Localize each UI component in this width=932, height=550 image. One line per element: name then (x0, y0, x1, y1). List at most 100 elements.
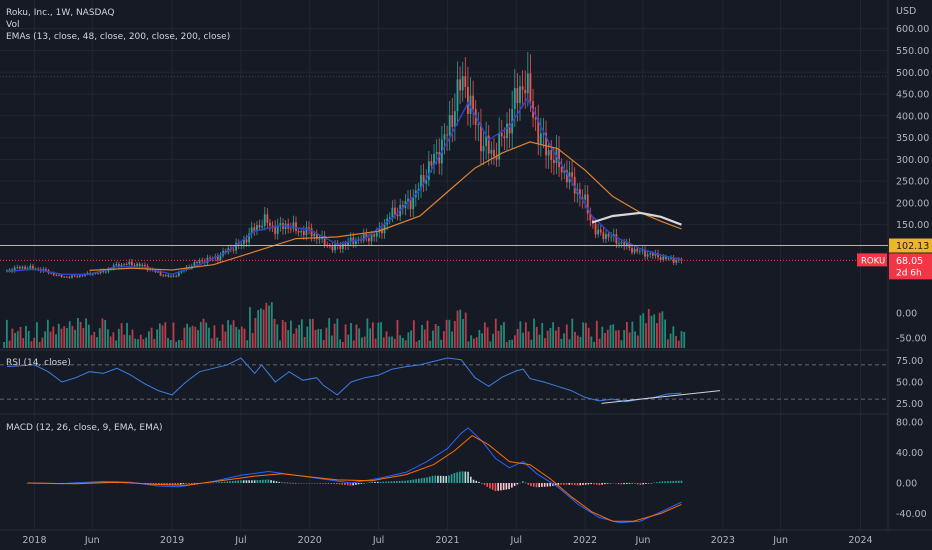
macd-histogram-bar (470, 476, 472, 483)
volume-bar (388, 336, 391, 348)
macd-pane[interactable] (26, 427, 683, 524)
macd-histogram-bar (431, 475, 434, 483)
candle-body (597, 229, 600, 235)
candle-body (388, 217, 391, 219)
candle-body (60, 274, 63, 277)
last-price-label: 68.05 (896, 256, 923, 267)
volume-bar (246, 340, 249, 348)
volume-bar (276, 324, 279, 348)
price-pane[interactable] (0, 51, 888, 279)
volume-bar (131, 329, 134, 348)
candle-body (258, 225, 261, 228)
volume-bar (571, 318, 574, 348)
volume-bar (352, 340, 355, 348)
volume-bar (402, 338, 404, 348)
time-axis[interactable]: 2018 Jun 2019 Jul 2020 Jul 2021 Jul 2022 Jun 2023 J… (22, 535, 872, 546)
candle-body (37, 268, 40, 270)
volume-bar (300, 319, 303, 348)
candle-body (52, 272, 55, 276)
volume-bar (259, 308, 262, 348)
candle-body (331, 246, 334, 251)
macd-histogram-bar (590, 482, 592, 485)
volume-bar (565, 324, 568, 348)
time-tick-label: 2024 (848, 535, 872, 546)
macd-histogram-bar (289, 482, 292, 484)
candle-body (104, 271, 107, 273)
macd-tick-label: 0.00 (896, 478, 917, 489)
macd-histogram-bar (171, 482, 174, 485)
candle-body (94, 272, 97, 274)
candle-body (602, 232, 605, 240)
volume-bar (150, 327, 153, 348)
macd-histogram-bar (584, 482, 587, 485)
volume-bar (19, 326, 22, 348)
candle-body (644, 250, 646, 257)
volume-bar (57, 323, 60, 348)
price-axis[interactable]: 600.00 550.00 500.00 450.00 400.00 350.00 300.… (857, 24, 932, 520)
volume-bar (628, 332, 631, 348)
macd-histogram-bar (385, 481, 387, 483)
volume-bar (194, 326, 197, 348)
symbol-label: ROKU (861, 256, 885, 266)
candle-body (649, 253, 652, 255)
volume-bar (527, 331, 530, 348)
volume-bar (104, 319, 107, 348)
macd-histogram-bar (177, 482, 179, 485)
macd-histogram-bar (387, 481, 390, 483)
macd-histogram-bar (193, 482, 196, 484)
volume-bar (415, 341, 418, 348)
macd-histogram-bar (319, 482, 322, 484)
macd-histogram-bar (294, 482, 297, 484)
volume-bar (314, 329, 317, 348)
macd-histogram-bar (264, 479, 267, 483)
rsi-trendline[interactable] (601, 390, 721, 404)
candle-body (657, 253, 659, 258)
macd-histogram-bar (169, 482, 171, 485)
candle-body (519, 86, 521, 104)
volume-bar (456, 310, 459, 348)
candle-body (620, 242, 623, 244)
candle-body (219, 255, 222, 261)
candle-body (310, 228, 313, 237)
macd-histogram-bar (420, 478, 423, 483)
candle-body (308, 227, 310, 229)
candle-body (477, 124, 480, 126)
candle-body (115, 264, 118, 266)
rsi-pane[interactable] (0, 357, 888, 404)
candle-body (11, 269, 13, 272)
candle-body (26, 268, 29, 270)
candle-body (128, 261, 131, 265)
rsi-tick-label: 75.00 (896, 356, 923, 367)
volume-bar (63, 326, 66, 348)
volume-bar (658, 312, 661, 348)
volume-bar (475, 337, 478, 348)
candle-body (485, 135, 488, 146)
candle-body (123, 264, 125, 266)
symbol-badge[interactable] (857, 253, 887, 267)
volume-bar (574, 331, 576, 348)
volume-bar (5, 319, 8, 348)
macd-histogram-bar (541, 482, 543, 487)
macd-histogram-bar (231, 480, 234, 483)
macd-histogram-bar (322, 482, 324, 484)
volume-tick-label: -50.00 (896, 334, 927, 345)
macd-histogram-bar (658, 481, 661, 483)
macd-histogram-bar (245, 480, 248, 483)
volume-bar (240, 326, 243, 348)
volume-bar (175, 341, 178, 348)
volume-bar (369, 328, 372, 348)
volume-bar (52, 326, 55, 348)
volume-bar (680, 331, 683, 348)
time-tick-label: 2019 (160, 535, 184, 546)
volume-bar (257, 310, 260, 348)
candle-body (508, 123, 511, 134)
macd-histogram-bar (532, 482, 535, 487)
volume-bar (117, 328, 120, 348)
ema-200-line (591, 211, 682, 226)
candle-body (209, 257, 211, 259)
macd-histogram-bar (297, 482, 300, 484)
volume-bar (601, 326, 604, 348)
macd-histogram-bar (494, 482, 497, 492)
volume-bar (303, 337, 306, 348)
